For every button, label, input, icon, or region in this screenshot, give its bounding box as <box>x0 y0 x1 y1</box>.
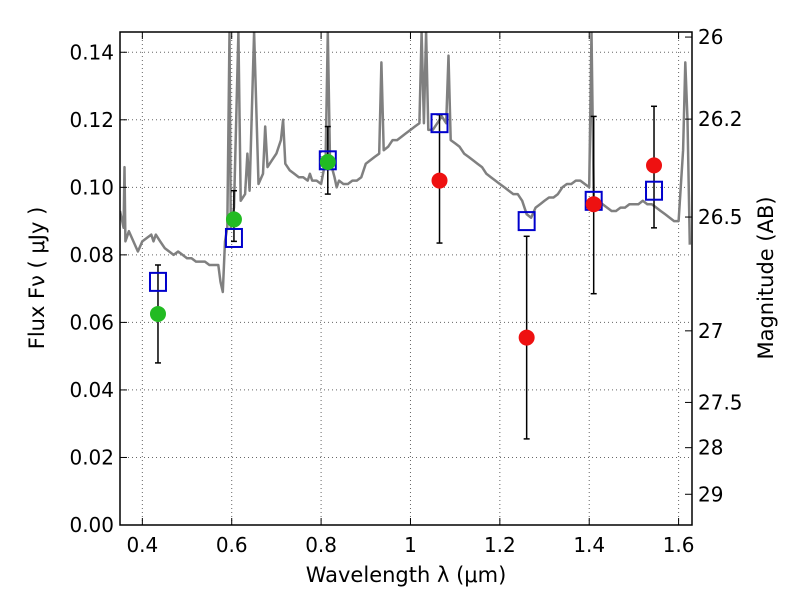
y-axis-right: 26 26.2 26.5 27 27.5 28 29 <box>685 25 743 506</box>
model-square-marker <box>517 211 536 232</box>
y-tick-label: 0.10 <box>69 175 114 199</box>
y-tick-label: 0.06 <box>69 310 114 334</box>
right-tick-label: 26.5 <box>698 205 743 229</box>
x-tick-label: 1.4 <box>573 533 605 557</box>
x-axis-label: Wavelength λ (μm) <box>306 563 507 587</box>
x-tick-label: 0.4 <box>126 533 158 557</box>
model-square-marker <box>148 271 167 292</box>
right-tick-label: 26 <box>698 25 723 49</box>
y-axis-label: Flux Fν ( μJy ) <box>25 207 49 350</box>
x-tick-label: 0.8 <box>305 533 337 557</box>
model-square-marker <box>430 113 449 134</box>
plot-frame <box>119 31 693 526</box>
right-tick-label: 27 <box>698 319 723 343</box>
right-tick-label: 27.5 <box>698 390 743 414</box>
right-tick-label: 28 <box>698 436 723 460</box>
y-tick-label: 0.04 <box>69 378 114 402</box>
nir-data-point <box>585 196 602 213</box>
x-tick-label: 1 <box>404 533 417 557</box>
right-tick-label: 29 <box>698 482 723 506</box>
right-tick-label: 26.2 <box>698 107 743 131</box>
x-axis: 0.4 0.6 0.8 1 1.2 1.4 1.6 <box>126 32 695 557</box>
y-tick-label: 0.00 <box>69 513 114 537</box>
x-tick-label: 1.2 <box>484 533 516 557</box>
y-tick-label: 0.08 <box>69 243 114 267</box>
optical-data-point <box>225 211 242 228</box>
y-axis-left: 0.00 0.02 0.04 0.06 0.08 0.10 0.12 0.14 <box>69 40 127 537</box>
optical-data-point <box>149 305 166 322</box>
y-tick-label: 0.02 <box>69 445 114 469</box>
nir-data-point <box>518 329 535 346</box>
model-square-marker <box>224 227 243 248</box>
y-tick-label: 0.12 <box>69 108 114 132</box>
model-square-marker <box>645 180 664 201</box>
plot-area <box>120 32 692 440</box>
x-tick-label: 0.6 <box>216 533 248 557</box>
nir-data-point <box>646 157 663 174</box>
nir-data-point <box>431 172 448 189</box>
y-tick-label: 0.14 <box>69 40 114 64</box>
y-axis-label-right: Magnitude (AB) <box>754 196 778 359</box>
sed-template-line <box>120 32 692 294</box>
x-tick-label: 1.6 <box>663 533 695 557</box>
optical-data-point <box>319 154 336 171</box>
